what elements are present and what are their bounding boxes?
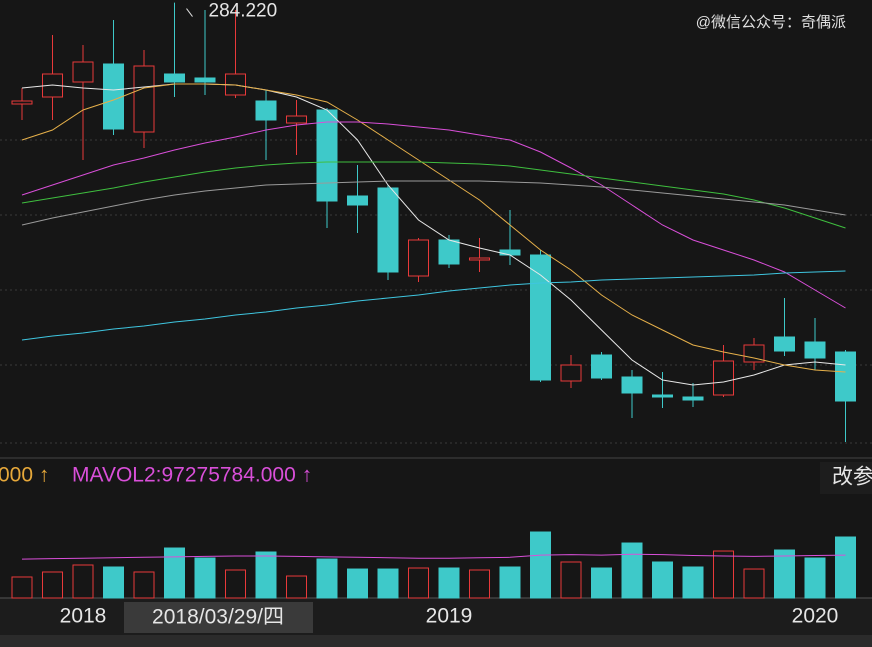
ma-line <box>21 161 846 229</box>
candle-body <box>347 195 368 206</box>
volume-bar <box>164 547 185 599</box>
annotation-arrow <box>186 8 193 17</box>
crosshair-label: 2018/03/29/四 <box>152 606 284 629</box>
volume-bar <box>835 536 856 599</box>
volume-bar <box>286 575 307 599</box>
candle-body <box>11 100 33 105</box>
candle-body <box>408 239 429 277</box>
candle-body <box>621 376 643 394</box>
volume-bar <box>682 566 704 599</box>
volume-bar <box>225 569 246 599</box>
candle-body <box>72 61 94 83</box>
candle-body <box>194 77 216 83</box>
candle-body <box>835 351 856 402</box>
volume-bar <box>591 567 612 599</box>
volume-bar <box>774 549 795 599</box>
x-tick-label: 2018 <box>60 605 107 628</box>
candle-body <box>499 249 521 256</box>
bottom-strip <box>0 635 872 647</box>
candle-body <box>377 187 399 273</box>
candle-body <box>591 354 612 379</box>
ma-line <box>21 270 846 341</box>
volume-bar <box>103 566 124 599</box>
candle-body <box>682 396 704 401</box>
volume-bar <box>194 557 216 599</box>
volume-bar <box>408 567 429 599</box>
volume-bar <box>469 569 490 599</box>
candle-body <box>743 344 765 363</box>
volume-bar <box>560 561 582 599</box>
volume-bar <box>377 568 399 599</box>
volume-bar <box>316 558 338 599</box>
volume-bar <box>743 568 765 599</box>
candle-body <box>133 65 155 133</box>
volume-bar <box>621 542 643 599</box>
volume-bar <box>652 561 673 599</box>
ma-line <box>21 83 846 373</box>
volume-bar <box>42 571 63 599</box>
volume-bar <box>438 567 460 599</box>
volume-bar <box>347 568 368 599</box>
volume-bar <box>72 564 94 599</box>
volume-ma-line <box>21 553 846 560</box>
crosshair-box <box>124 602 313 633</box>
watermark: @微信公众号：奇偶派 <box>696 14 846 31</box>
candle-body <box>103 63 124 130</box>
candle-body <box>438 239 460 265</box>
settings-button-bg[interactable] <box>820 462 872 494</box>
volume-bar <box>255 551 277 599</box>
candle-body <box>255 100 277 121</box>
volume-bar <box>133 571 155 599</box>
volume-bar <box>804 557 826 599</box>
candle-body <box>652 394 673 398</box>
candle-body <box>164 73 185 83</box>
candle-body <box>530 254 551 381</box>
ma-line <box>21 180 846 226</box>
x-tick-label: 2020 <box>792 605 839 628</box>
volume-bar <box>11 576 33 599</box>
settings-button[interactable]: 改参 <box>832 466 872 489</box>
candle-body <box>774 336 795 352</box>
candle-body <box>804 341 826 359</box>
candle-body <box>560 364 582 382</box>
ma-line <box>21 121 846 309</box>
volume-legend: 000 ↑ <box>0 464 49 487</box>
annotation: 284.220 <box>209 1 278 22</box>
candle-body <box>713 360 734 396</box>
volume-bar <box>499 566 521 599</box>
candle-body <box>469 257 490 261</box>
x-tick-label: 2019 <box>426 605 473 628</box>
candle-body <box>316 109 338 202</box>
volume-bar <box>713 550 734 599</box>
volume-bar <box>530 531 551 599</box>
candle-body <box>286 115 307 124</box>
volume-legend: MAVOL2:97275784.000 ↑ <box>72 464 312 487</box>
